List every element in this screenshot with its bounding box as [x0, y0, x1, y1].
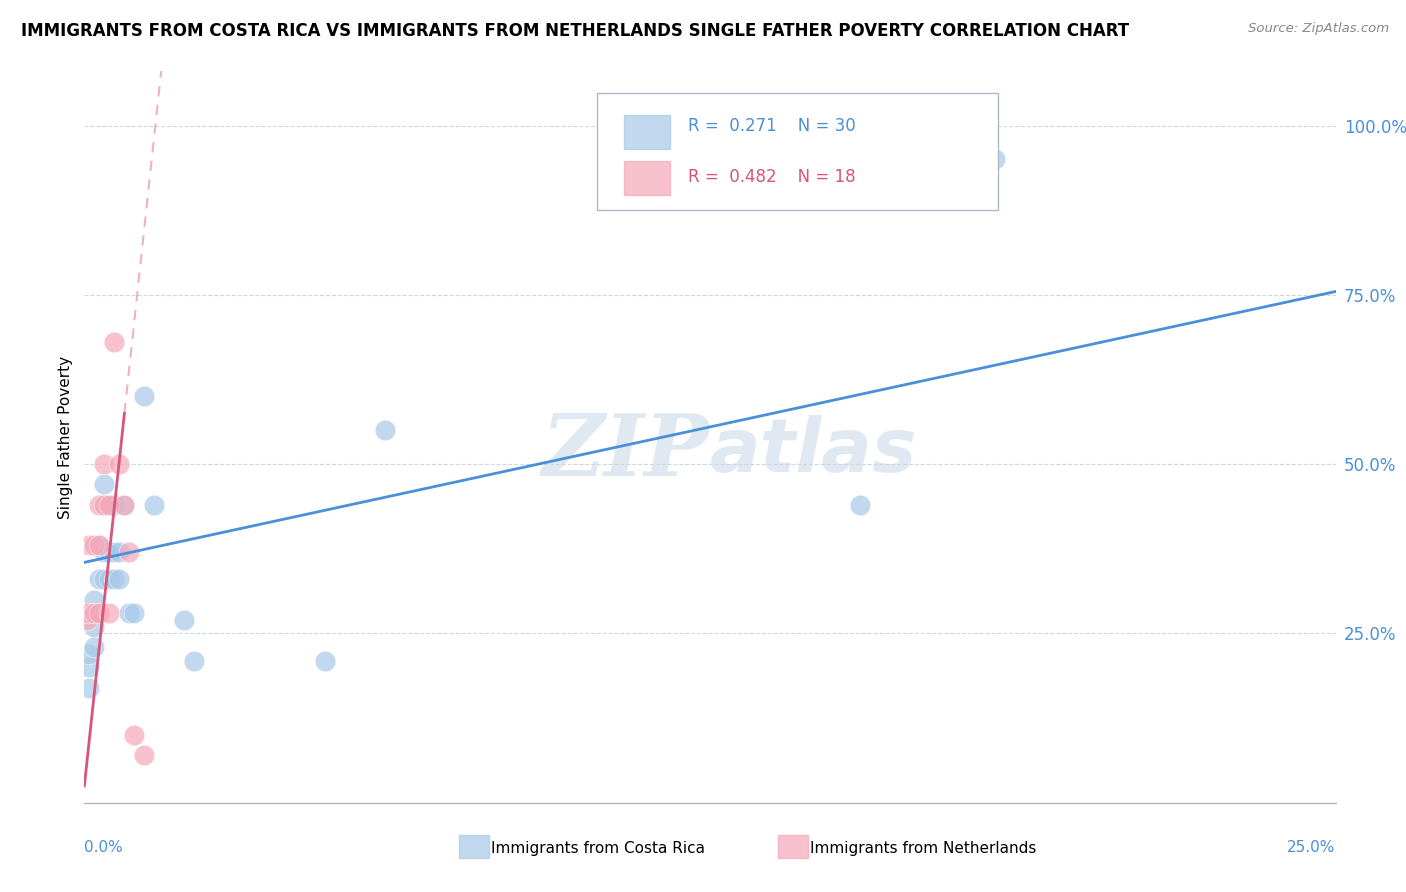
- Point: [374, 423, 396, 437]
- Point: [98, 498, 121, 512]
- Point: [83, 538, 105, 552]
- Point: [118, 606, 141, 620]
- Point: [849, 498, 872, 512]
- Text: 0.0%: 0.0%: [84, 840, 124, 855]
- Point: [112, 498, 135, 512]
- Point: [89, 538, 111, 552]
- Point: [112, 498, 135, 512]
- Text: IMMIGRANTS FROM COSTA RICA VS IMMIGRANTS FROM NETHERLANDS SINGLE FATHER POVERTY : IMMIGRANTS FROM COSTA RICA VS IMMIGRANTS…: [21, 22, 1129, 40]
- FancyBboxPatch shape: [624, 114, 671, 149]
- FancyBboxPatch shape: [778, 835, 807, 858]
- Point: [93, 477, 115, 491]
- Point: [79, 647, 101, 661]
- Point: [98, 606, 121, 620]
- Point: [118, 545, 141, 559]
- Point: [79, 606, 101, 620]
- Point: [93, 498, 115, 512]
- FancyBboxPatch shape: [624, 161, 671, 195]
- Point: [103, 498, 125, 512]
- FancyBboxPatch shape: [458, 835, 488, 858]
- Point: [103, 572, 125, 586]
- Point: [143, 498, 166, 512]
- Point: [124, 606, 146, 620]
- Point: [108, 572, 131, 586]
- Point: [89, 538, 111, 552]
- Text: R =  0.482    N = 18: R = 0.482 N = 18: [688, 169, 855, 186]
- Point: [89, 572, 111, 586]
- Text: Source: ZipAtlas.com: Source: ZipAtlas.com: [1249, 22, 1389, 36]
- Point: [134, 389, 156, 403]
- Point: [93, 498, 115, 512]
- Text: atlas: atlas: [710, 415, 918, 488]
- Text: Immigrants from Costa Rica: Immigrants from Costa Rica: [491, 840, 704, 855]
- Point: [89, 606, 111, 620]
- Point: [173, 613, 195, 627]
- Point: [183, 654, 205, 668]
- Text: R =  0.271    N = 30: R = 0.271 N = 30: [688, 117, 855, 136]
- Point: [89, 498, 111, 512]
- Point: [103, 545, 125, 559]
- Point: [83, 620, 105, 634]
- Point: [103, 335, 125, 350]
- Point: [98, 545, 121, 559]
- Point: [93, 545, 115, 559]
- Point: [93, 457, 115, 471]
- FancyBboxPatch shape: [598, 94, 998, 211]
- Text: Immigrants from Netherlands: Immigrants from Netherlands: [810, 840, 1036, 855]
- Point: [76, 613, 98, 627]
- Point: [83, 640, 105, 654]
- Point: [79, 660, 101, 674]
- Y-axis label: Single Father Poverty: Single Father Poverty: [58, 356, 73, 518]
- Text: ZIP: ZIP: [543, 410, 710, 493]
- Point: [83, 592, 105, 607]
- Text: 25.0%: 25.0%: [1288, 840, 1336, 855]
- Point: [79, 538, 101, 552]
- Point: [79, 681, 101, 695]
- Point: [83, 606, 105, 620]
- Point: [108, 545, 131, 559]
- Point: [93, 572, 115, 586]
- Point: [314, 654, 336, 668]
- Point: [98, 572, 121, 586]
- Point: [108, 457, 131, 471]
- Point: [124, 728, 146, 742]
- Point: [984, 153, 1007, 167]
- Point: [134, 748, 156, 763]
